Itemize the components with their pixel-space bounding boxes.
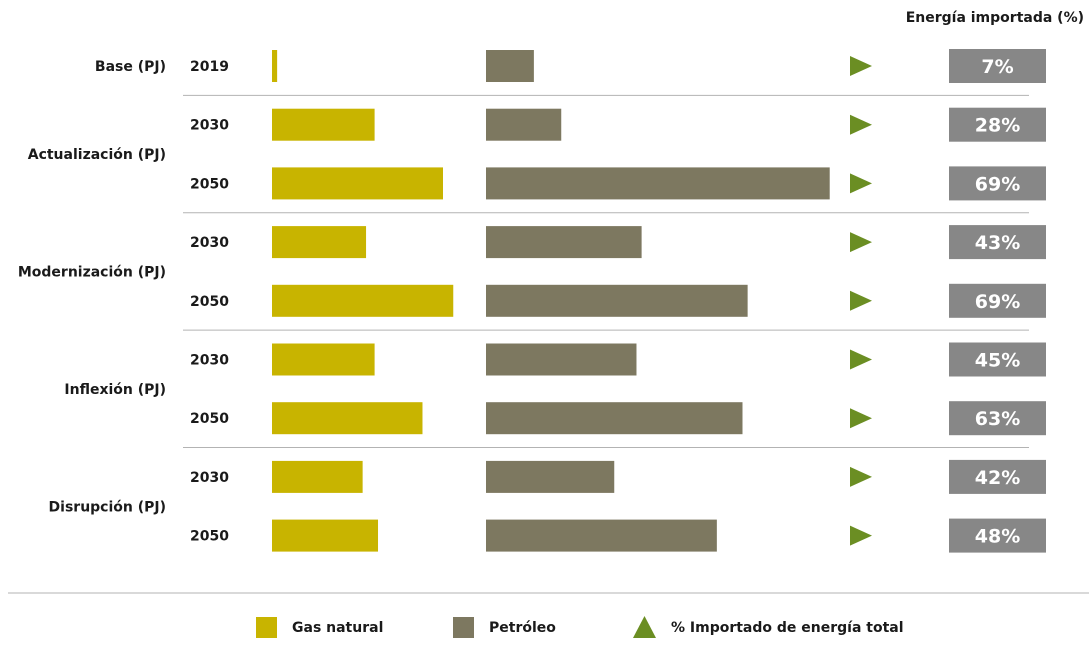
arrow-icon	[850, 173, 872, 194]
year-label: 2030	[190, 353, 229, 369]
year-label: 2030	[190, 470, 229, 486]
year-label: 2050	[190, 176, 229, 192]
gas-bar	[272, 167, 443, 200]
oil-bar	[486, 226, 642, 259]
oil-bar	[486, 460, 615, 493]
pct-label: 42%	[975, 467, 1020, 489]
year-label: 2050	[190, 294, 229, 310]
year-label: 2030	[190, 235, 229, 251]
pct-label: 28%	[975, 115, 1020, 137]
legend-label: % Importado de energía total	[671, 620, 904, 636]
gas-bar	[272, 226, 367, 259]
group-label: Base (PJ)	[95, 59, 166, 75]
year-label: 2050	[190, 529, 229, 545]
arrow-icon	[850, 466, 872, 487]
oil-bar	[486, 167, 830, 200]
oil-bar	[486, 50, 534, 82]
arrow-icon	[850, 56, 872, 76]
year-label: 2050	[190, 411, 229, 427]
legend-swatch-gas	[256, 617, 277, 638]
group-label: Inflexión (PJ)	[64, 382, 166, 398]
arrow-icon	[850, 408, 872, 429]
pct-box	[949, 107, 1046, 142]
oil-bar	[486, 284, 748, 317]
gas-bar	[272, 402, 423, 435]
year-label: 2030	[190, 118, 229, 134]
arrow-icon	[850, 232, 872, 253]
legend-swatch-oil	[453, 617, 474, 638]
group-label: Modernización (PJ)	[18, 264, 166, 280]
gas-bar	[272, 108, 375, 141]
oil-bar	[486, 343, 637, 376]
legend-label: Petróleo	[489, 620, 556, 636]
pct-label: 43%	[975, 232, 1020, 254]
pct-label: 48%	[975, 526, 1020, 548]
oil-bar	[486, 402, 743, 435]
pct-box	[949, 166, 1046, 201]
pct-box	[949, 342, 1046, 377]
gas-bar	[272, 284, 454, 317]
pct-box	[949, 225, 1046, 260]
pct-label: 69%	[975, 291, 1020, 313]
header-label: Energía importada (%)	[906, 10, 1084, 26]
oil-bar	[486, 519, 717, 552]
pct-label: 45%	[975, 350, 1020, 372]
year-label: 2019	[190, 59, 229, 75]
arrow-icon	[850, 525, 872, 546]
legend-triangle-icon	[633, 616, 656, 638]
gas-bar	[272, 50, 278, 82]
group-label: Disrupción (PJ)	[49, 499, 166, 515]
pct-box	[949, 401, 1046, 436]
pct-box	[949, 49, 1046, 83]
arrow-icon	[850, 349, 872, 370]
pct-label: 7%	[981, 56, 1013, 78]
gas-bar	[272, 460, 363, 493]
legend-label: Gas natural	[292, 620, 383, 636]
pct-box	[949, 283, 1046, 318]
pct-box	[949, 459, 1046, 494]
oil-bar	[486, 108, 562, 141]
arrow-icon	[850, 114, 872, 135]
pct-label: 63%	[975, 408, 1020, 430]
pct-label: 69%	[975, 173, 1020, 195]
arrow-icon	[850, 290, 872, 311]
pct-box	[949, 518, 1046, 553]
group-label: Actualización (PJ)	[28, 147, 166, 163]
gas-bar	[272, 519, 379, 552]
gas-bar	[272, 343, 375, 376]
